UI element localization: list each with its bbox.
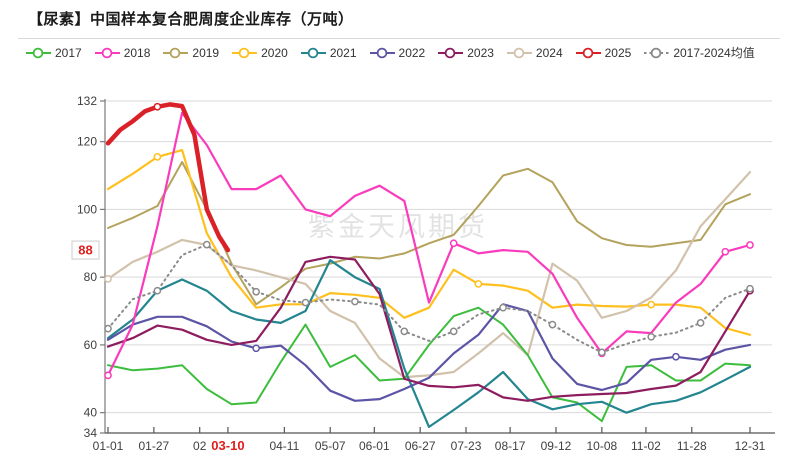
series-marker-2017-2024均值 xyxy=(153,286,162,295)
legend-item-2020[interactable]: 2020 xyxy=(232,46,288,60)
line-chart-plot: 紫金天风期货 132 120 100 80 60 40 34 88 01-01 01-27 02 03-… xyxy=(71,94,775,453)
series-marker-2017-2024均值 xyxy=(449,327,458,336)
legend-marker-icon xyxy=(26,47,51,58)
x-tick-label: 01-27 xyxy=(139,439,170,453)
y-tick-label: 40 xyxy=(84,406,98,420)
current-date-label: 03-10 xyxy=(211,438,244,453)
x-tick-label: 06-01 xyxy=(359,439,390,453)
series-marker-2020 xyxy=(474,280,483,288)
chart-title: 【尿素】中国样本复合肥周度企业库存（万吨） xyxy=(28,11,354,28)
legend-marker-icon xyxy=(232,47,258,58)
legend-label: 2018 xyxy=(123,45,151,60)
legend-label: 2022 xyxy=(398,45,426,60)
divider xyxy=(18,38,780,39)
legend-label: 2020 xyxy=(261,45,288,60)
legend-marker-icon xyxy=(369,47,395,58)
legend: 2017 2018 2019 2020 2021 2022 2023 2024 2025 2017… xyxy=(26,44,786,61)
series-marker-2022 xyxy=(672,352,680,361)
series-marker-2020 xyxy=(647,300,656,309)
x-tick-label: 04-11 xyxy=(269,439,299,453)
current-value-label: 88 xyxy=(78,243,92,258)
y-tick-label: 132 xyxy=(77,94,97,108)
legend-item-2024[interactable]: 2024 xyxy=(506,45,563,60)
legend-item-2019[interactable]: 2019 xyxy=(163,46,219,60)
series-marker-2017-2024均值 xyxy=(597,348,606,357)
legend-label: 2025 xyxy=(604,45,632,60)
legend-item-2021[interactable]: 2021 xyxy=(300,45,357,60)
x-tick-label: 08-17 xyxy=(495,439,526,453)
series-line-2017-2024均值 xyxy=(107,243,751,354)
series-line-2020 xyxy=(106,149,752,336)
x-tick-label: 06-27 xyxy=(405,439,436,453)
series-marker-2017-2024均值 xyxy=(202,240,211,249)
legend-marker-icon xyxy=(300,47,326,58)
series-marker-2017-2024均值 xyxy=(499,303,507,312)
series-line-2018 xyxy=(106,111,752,377)
series-marker-2018 xyxy=(746,241,754,249)
legend-item-2017[interactable]: 2017 xyxy=(26,46,82,60)
series-marker-2017-2024均值 xyxy=(548,320,557,329)
x-tick-label: 02 xyxy=(193,439,207,453)
legend-item-2025[interactable]: 2025 xyxy=(575,45,632,60)
y-tick-label: 100 xyxy=(77,202,97,216)
legend-label: 2019 xyxy=(192,45,220,60)
series-line-2024 xyxy=(106,171,752,379)
series-marker-2017-2024均值 xyxy=(104,324,112,333)
x-tick-label: 10-08 xyxy=(586,439,617,453)
x-tick-label: 12-31 xyxy=(735,439,766,453)
series-marker-2017-2024均值 xyxy=(696,319,705,327)
legend-item-2023[interactable]: 2023 xyxy=(438,46,494,60)
legend-marker-icon xyxy=(94,47,120,58)
series-line-2017 xyxy=(107,306,751,423)
legend-marker-icon xyxy=(438,47,464,58)
legend-marker-icon xyxy=(163,47,189,58)
series-line-2021 xyxy=(106,259,752,428)
legend-label: 2021 xyxy=(329,45,357,60)
legend-marker-icon xyxy=(644,47,670,58)
legend-marker-icon xyxy=(506,47,532,58)
y-tick-label: 80 xyxy=(84,270,98,284)
series-line-2023 xyxy=(106,255,752,402)
legend-label: 2023 xyxy=(467,45,494,60)
series-marker-2022 xyxy=(252,344,261,353)
series-marker-2024 xyxy=(104,275,112,283)
legend-label: 2024 xyxy=(535,45,563,60)
watermark: 紫金天风期货 xyxy=(308,212,488,242)
series-marker-2018 xyxy=(449,239,458,248)
legend-label: 2017 xyxy=(55,45,82,60)
y-tick-label: 120 xyxy=(77,135,97,149)
legend-label: 2017-2024均值 xyxy=(673,46,755,60)
series-marker-2025 xyxy=(153,102,162,111)
y-tick-label: 34 xyxy=(84,426,98,440)
series-marker-2017-2024均值 xyxy=(647,332,656,341)
legend-item-2022[interactable]: 2022 xyxy=(369,45,426,60)
series-marker-2020 xyxy=(153,153,162,161)
y-tick-label: 60 xyxy=(84,338,98,352)
series-marker-2017-2024均值 xyxy=(746,284,754,293)
series-marker-2018 xyxy=(721,247,730,256)
x-tick-label: 07-23 xyxy=(451,439,482,453)
series-marker-2017-2024均值 xyxy=(400,327,409,336)
series-line-2025 xyxy=(105,102,231,253)
series-marker-2018 xyxy=(104,371,112,380)
legend-marker-icon xyxy=(575,47,601,58)
series-marker-2017-2024均值 xyxy=(252,287,261,296)
x-tick-label: 11-28 xyxy=(677,439,707,453)
legend-item-2018[interactable]: 2018 xyxy=(94,45,151,60)
legend-item-2017-2024均值[interactable]: 2017-2024均值 xyxy=(644,44,755,61)
series-line-2022 xyxy=(106,303,752,402)
series-marker-2017-2024均值 xyxy=(351,297,359,306)
x-tick-label: 01-01 xyxy=(93,439,124,453)
x-tick-label: 11-02 xyxy=(631,439,661,453)
current-value-badge xyxy=(71,240,100,260)
x-tick-label: 05-07 xyxy=(315,439,346,453)
series-marker-2017-2024均值 xyxy=(301,298,310,307)
x-tick-label: 09-12 xyxy=(541,439,572,453)
